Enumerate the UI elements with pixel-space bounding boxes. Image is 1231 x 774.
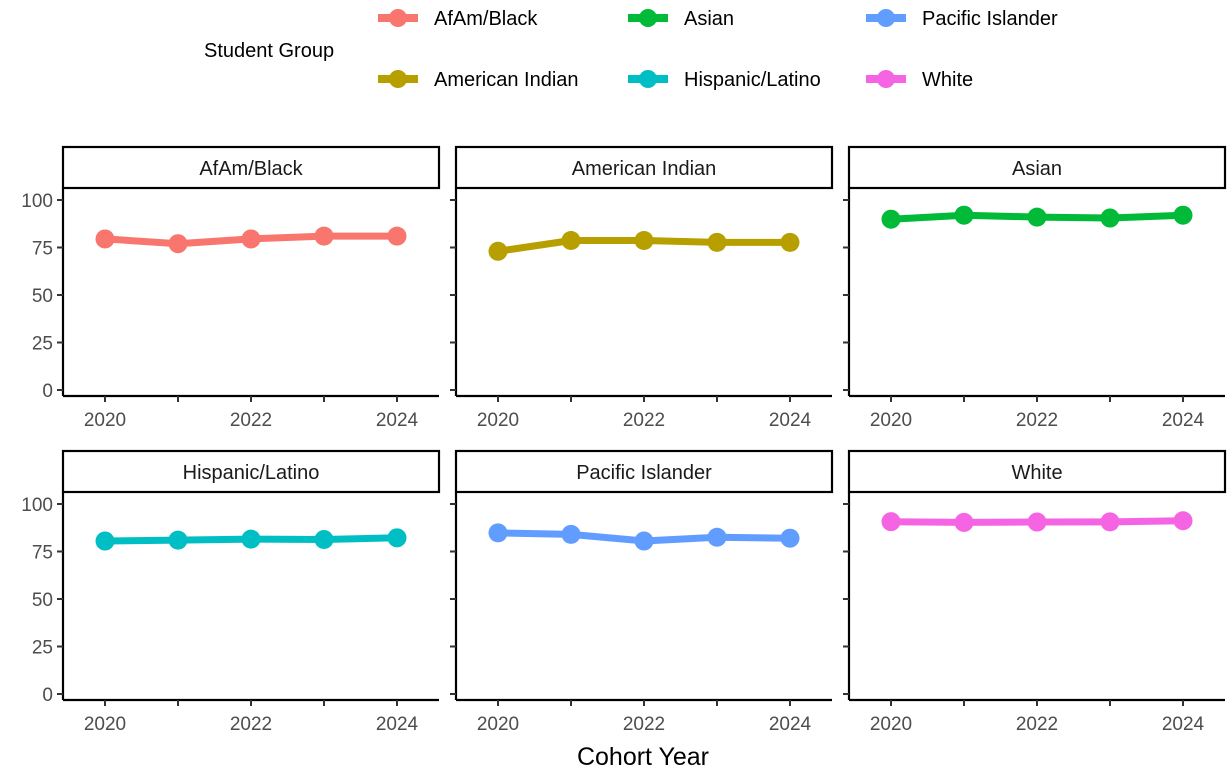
facet-strip [61,449,441,494]
facet-panel-pacific-islander: Pacific Islander 2020 2022 2024 [450,449,834,735]
y-tick-label: 0 [42,685,53,706]
data-point [954,205,974,225]
facet-panel-afam-black: AfAm/Black 0 25 50 75 100 2020 2022 2024 [21,145,441,431]
data-point [634,230,654,250]
data-point [780,232,800,252]
legend-entry-asian: Asian [628,8,734,30]
data-point [1173,511,1193,531]
legend-title: Student Group [204,40,334,62]
legend-label: Pacific Islander [922,8,1058,30]
y-tick-label: 100 [21,495,53,516]
legend-entry-afam-black: AfAm/Black [378,8,538,30]
data-point [707,527,727,547]
facet-strip-label: AfAm/Black [199,158,303,180]
facet-strip [61,145,441,190]
data-point [954,512,974,532]
facet-panel-white: White 2020 2022 2024 [843,449,1227,735]
data-point [1100,208,1120,228]
legend-label: American Indian [434,69,579,91]
facet-strip [454,145,834,190]
data-point [707,232,727,252]
x-tick-label: 2022 [623,714,665,735]
facet-strip [847,449,1227,494]
data-point [561,230,581,250]
data-point [634,531,654,551]
legend-key-point [639,70,657,88]
y-tick-label: 50 [32,286,53,307]
facet-strip-label: Asian [1012,158,1062,180]
x-tick-label: 2020 [477,410,519,431]
data-point [1173,205,1193,225]
y-tick-label: 25 [32,638,53,659]
x-tick-label: 2020 [870,714,912,735]
legend-key-point [389,9,407,27]
y-tick-label: 75 [32,543,53,564]
data-point [168,234,188,254]
legend-entry-pacific-islander: Pacific Islander [866,8,1058,30]
facet-panel-asian: Asian 2020 2022 2024 [843,145,1227,431]
data-point [314,530,334,550]
data-point [387,226,407,246]
facet-strip [847,145,1227,190]
facet-strip-label: American Indian [572,158,717,180]
facet-strip-label: Hispanic/Latino [183,462,320,484]
data-point [488,241,508,261]
facet-panel-hispanic-latino: Hispanic/Latino 0 25 50 75 100 2020 2022 2024 [21,449,441,735]
legend-key-point [639,9,657,27]
legend-entry-american-indian: American Indian [378,69,579,91]
y-tick-label: 25 [32,334,53,355]
legend-label: AfAm/Black [434,8,538,30]
x-tick-label: 2022 [1016,410,1058,431]
x-tick-label: 2024 [769,410,812,431]
x-tick-label: 2020 [84,410,126,431]
x-tick-label: 2024 [376,714,419,735]
x-tick-label: 2022 [623,410,665,431]
data-point [314,226,334,246]
y-tick-label: 100 [21,191,53,212]
x-tick-label: 2020 [477,714,519,735]
legend-label: White [922,69,973,91]
data-point [95,531,115,551]
data-point [780,528,800,548]
x-tick-label: 2024 [1162,410,1205,431]
x-tick-label: 2020 [870,410,912,431]
facet-strip-label: White [1011,462,1062,484]
data-point [168,530,188,550]
data-point [241,529,261,549]
legend: Student Group AfAm/Black American Indian A… [204,8,1058,91]
data-point [881,512,901,532]
legend-label: Asian [684,8,734,30]
facet-strip-label: Pacific Islander [576,462,712,484]
x-tick-label: 2020 [84,714,126,735]
data-point [95,229,115,249]
data-point [881,209,901,229]
x-tick-label: 2024 [1162,714,1205,735]
data-point [1100,512,1120,532]
data-point [1027,512,1047,532]
legend-label: Hispanic/Latino [684,69,821,91]
y-tick-label: 75 [32,239,53,260]
legend-key-point [877,70,895,88]
x-tick-label: 2022 [1016,714,1058,735]
legend-entry-white: White [866,69,973,91]
facet-strip [454,449,834,494]
legend-key-point [877,9,895,27]
x-axis-title: Cohort Year [577,743,709,771]
y-tick-label: 50 [32,590,53,611]
x-tick-label: 2022 [230,410,272,431]
y-tick-label: 0 [42,381,53,402]
legend-key-point [389,70,407,88]
x-tick-label: 2024 [769,714,812,735]
data-point [488,523,508,543]
data-point [1027,207,1047,227]
data-point [241,229,261,249]
x-tick-label: 2022 [230,714,272,735]
x-tick-label: 2024 [376,410,419,431]
legend-entry-hispanic-latino: Hispanic/Latino [628,69,821,91]
data-point [387,528,407,548]
data-point [561,524,581,544]
facet-panel-american-indian: American Indian 2020 2022 2024 [450,145,834,431]
